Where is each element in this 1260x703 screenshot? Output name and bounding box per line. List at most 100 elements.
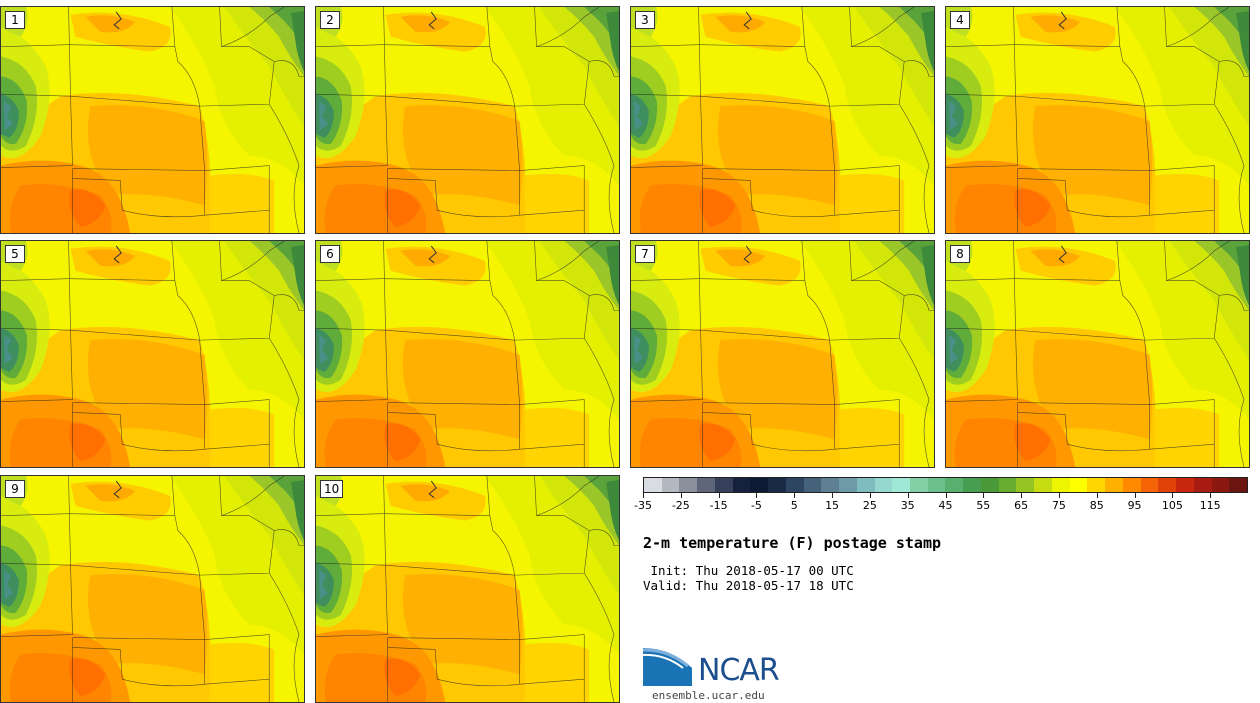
member-number-label: 3	[635, 11, 655, 29]
colorbar-cell	[1211, 478, 1230, 492]
member-number-label: 2	[320, 11, 340, 29]
colorbar-cell	[1122, 478, 1141, 492]
member-panel-8: 8	[945, 240, 1250, 468]
colorbar-tick	[1134, 493, 1136, 498]
colorbar-cell	[644, 478, 662, 492]
temperature-map	[316, 476, 619, 702]
colorbar-tick	[1021, 493, 1023, 498]
colorbar-cell	[998, 478, 1017, 492]
member-number-label: 5	[5, 245, 25, 263]
colorbar-cell	[750, 478, 769, 492]
member-panel-7: 7	[630, 240, 935, 468]
colorbar-tick	[945, 493, 947, 498]
member-number-label: 6	[320, 245, 340, 263]
colorbar-cell	[963, 478, 981, 492]
temperature-map	[1, 7, 304, 233]
colorbar-cell	[1229, 478, 1247, 492]
colorbar-tick-label: 45	[938, 499, 953, 512]
member-panel-5: 5	[0, 240, 305, 468]
member-panel-3: 3	[630, 6, 935, 234]
colorbar-tick-label: 5	[790, 499, 798, 512]
colorbar-tick-label: 85	[1089, 499, 1104, 512]
colorbar-ticks: -35 -25 -15 -5 5 15 25 35 45 55 65 75 85 95 105 115	[634, 493, 1248, 517]
colorbar-tick-label: -15	[709, 499, 728, 512]
valid-time: Valid: Thu 2018-05-17 18 UTC	[643, 578, 854, 593]
member-number-label: 8	[950, 245, 970, 263]
colorbar-cell	[1105, 478, 1123, 492]
colorbar-cell	[768, 478, 786, 492]
colorbar-cell	[679, 478, 698, 492]
colorbar-tick	[756, 493, 758, 498]
temperature-colorbar	[643, 477, 1248, 493]
colorbar-cell	[927, 478, 946, 492]
member-panel-1: 1	[0, 6, 305, 234]
colorbar-tick	[680, 493, 682, 498]
colorbar-tick-label: -35	[634, 499, 652, 512]
temperature-map	[1, 476, 304, 702]
ncar-logo	[643, 648, 692, 686]
colorbar-cell	[856, 478, 875, 492]
colorbar-cell	[945, 478, 964, 492]
colorbar-tick-label: 95	[1127, 499, 1142, 512]
colorbar-cell	[1176, 478, 1194, 492]
colorbar-cell	[910, 478, 928, 492]
init-time: Init: Thu 2018-05-17 00 UTC	[643, 563, 854, 578]
colorbar-tick-label: 105	[1161, 499, 1183, 512]
colorbar-cell	[821, 478, 840, 492]
member-number-label: 4	[950, 11, 970, 29]
member-panel-2: 2	[315, 6, 620, 234]
member-number-label: 10	[320, 480, 344, 498]
colorbar-tick	[643, 493, 644, 498]
member-number-label: 9	[5, 480, 25, 498]
colorbar-tick-label: 65	[1014, 499, 1029, 512]
website-url: ensemble.ucar.edu	[652, 689, 765, 702]
colorbar-tick	[1096, 493, 1098, 498]
colorbar-tick-label: -25	[671, 499, 690, 512]
colorbar-tick	[1172, 493, 1174, 498]
member-panel-6: 6	[315, 240, 620, 468]
colorbar-cell	[1016, 478, 1035, 492]
colorbar-cell	[697, 478, 715, 492]
temperature-map	[631, 241, 934, 467]
colorbar-cell	[1034, 478, 1052, 492]
colorbar-tick-label: 115	[1199, 499, 1221, 512]
colorbar-cell	[1193, 478, 1212, 492]
ncar-logo-text: NCAR	[698, 653, 780, 688]
temperature-map	[316, 7, 619, 233]
colorbar-tick-label: 15	[825, 499, 840, 512]
temperature-map	[631, 7, 934, 233]
colorbar-tick-label: 35	[900, 499, 915, 512]
colorbar-tick	[869, 493, 871, 498]
member-panel-10: 10	[315, 475, 620, 703]
colorbar-tick-label: 25	[862, 499, 877, 512]
colorbar-cell	[874, 478, 893, 492]
figure-title: 2-m temperature (F) postage stamp	[643, 534, 942, 552]
colorbar-cell	[980, 478, 999, 492]
colorbar-tick	[907, 493, 909, 498]
colorbar-cell	[1051, 478, 1070, 492]
colorbar-cell	[839, 478, 857, 492]
colorbar-cell	[1140, 478, 1159, 492]
temperature-map	[946, 7, 1249, 233]
colorbar-tick	[1210, 493, 1212, 498]
colorbar-cell	[892, 478, 911, 492]
member-panel-4: 4	[945, 6, 1250, 234]
colorbar-cell	[714, 478, 733, 492]
temperature-map	[1, 241, 304, 467]
colorbar-tick	[832, 493, 834, 498]
colorbar-tick	[983, 493, 985, 498]
colorbar-cell	[732, 478, 751, 492]
colorbar-tick	[1058, 493, 1060, 498]
colorbar-cell	[1158, 478, 1177, 492]
colorbar-cell	[803, 478, 822, 492]
colorbar-tick-label: -5	[750, 499, 762, 512]
colorbar-cell	[661, 478, 680, 492]
colorbar-tick	[794, 493, 796, 498]
colorbar-tick	[718, 493, 720, 498]
temperature-map	[946, 241, 1249, 467]
colorbar-cell	[1087, 478, 1106, 492]
member-panel-9: 9	[0, 475, 305, 703]
colorbar-cell	[1069, 478, 1088, 492]
colorbar-cell	[785, 478, 804, 492]
member-number-label: 1	[5, 11, 25, 29]
